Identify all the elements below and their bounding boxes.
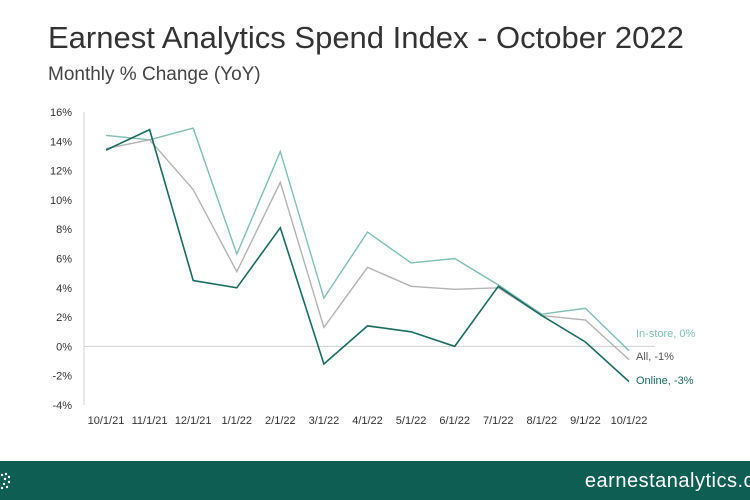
x-tick-label: 12/1/21 bbox=[175, 415, 212, 427]
line-chart: -4% -2% 0% 2% 4% 6% 8% 10% 12% 14% 16% 10/1/21 11/1/… bbox=[50, 107, 696, 427]
x-tick-label: 8/1/22 bbox=[527, 415, 558, 427]
x-tick-label: 4/1/22 bbox=[352, 415, 383, 427]
y-tick-label: -2% bbox=[52, 371, 72, 383]
x-tick-label: 9/1/22 bbox=[570, 415, 601, 427]
y-tick-label: 12% bbox=[50, 166, 72, 178]
y-tick-label: 8% bbox=[56, 224, 72, 236]
x-tick-label: 7/1/22 bbox=[483, 415, 514, 427]
series-end-label: All, -1% bbox=[636, 351, 674, 363]
series-line-in-store bbox=[105, 127, 630, 352]
footer-bar: earnestanalytics.c bbox=[0, 461, 750, 500]
x-tick-label: 5/1/22 bbox=[396, 415, 427, 427]
x-tick-label: 2/1/22 bbox=[265, 415, 296, 427]
y-tick-label: 6% bbox=[56, 254, 72, 266]
x-tick-label: 3/1/22 bbox=[309, 415, 340, 427]
x-tick-label: 10/1/21 bbox=[88, 415, 125, 427]
dotted-circle-logo-icon bbox=[0, 472, 11, 490]
x-tick-label: 6/1/22 bbox=[439, 415, 470, 427]
y-tick-label: 14% bbox=[50, 136, 72, 148]
y-tick-label: 0% bbox=[56, 341, 72, 353]
y-tick-label: 4% bbox=[56, 283, 72, 295]
y-tick-label: 10% bbox=[50, 195, 72, 207]
x-tick-label: 1/1/22 bbox=[221, 415, 252, 427]
y-tick-label: 2% bbox=[56, 312, 72, 324]
x-tick-label: 10/1/22 bbox=[611, 415, 648, 427]
y-tick-label: -4% bbox=[52, 400, 72, 412]
y-tick-label: 16% bbox=[50, 107, 72, 119]
series-end-label: In-store, 0% bbox=[636, 328, 696, 340]
series-line-online bbox=[105, 128, 630, 383]
chart-subtitle: Monthly % Change (YoY) bbox=[48, 64, 261, 85]
x-tick-label: 11/1/21 bbox=[132, 415, 168, 427]
footer-website: earnestanalytics.c bbox=[584, 470, 750, 492]
series-end-label: Online, -3% bbox=[636, 375, 694, 387]
chart-title: Earnest Analytics Spend Index - October … bbox=[48, 20, 684, 55]
